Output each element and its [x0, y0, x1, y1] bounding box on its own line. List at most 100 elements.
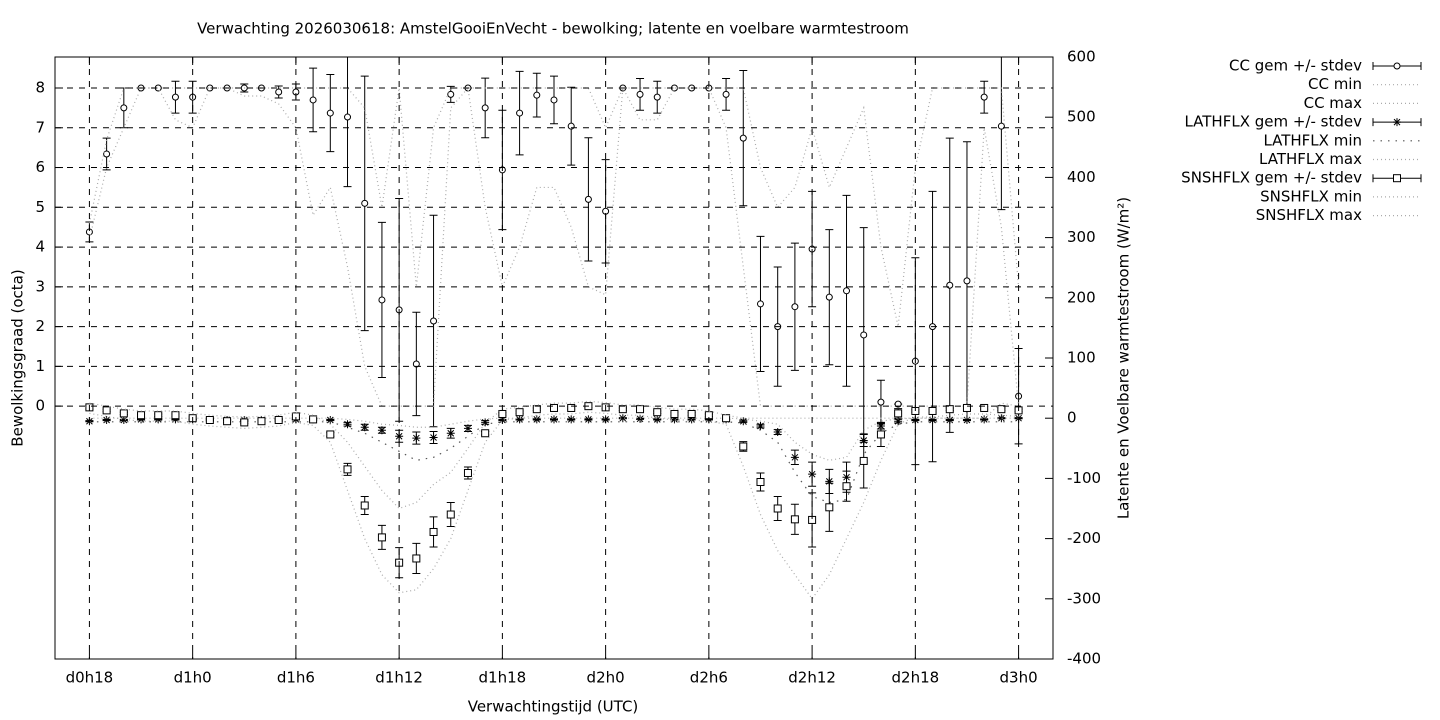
data-point — [343, 420, 352, 429]
y-tick-label: 3 — [35, 277, 45, 295]
data-point — [567, 122, 575, 130]
data-point — [533, 91, 541, 99]
y-tick-label: 1 — [35, 357, 45, 375]
data-point — [481, 104, 489, 112]
data-point — [429, 433, 438, 442]
x-tick-label: d1h18 — [479, 669, 527, 687]
data-point — [240, 418, 249, 427]
data-point — [412, 434, 421, 443]
data-point — [154, 415, 163, 424]
data-point — [102, 406, 111, 415]
range-line — [88, 87, 1020, 327]
data-point — [550, 96, 558, 104]
data-point — [928, 416, 937, 425]
x-tick-label: d2h12 — [788, 669, 836, 687]
legend-label: CC min — [1308, 75, 1362, 93]
y2-tick-label: 200 — [1067, 288, 1096, 306]
data-point — [946, 281, 954, 289]
data-point — [584, 195, 592, 203]
x-tick-label: d0h18 — [66, 669, 114, 687]
x-tick-label: d2h6 — [690, 669, 728, 687]
data-point — [636, 90, 644, 98]
legend-marker — [1393, 118, 1401, 127]
data-point — [997, 405, 1006, 414]
data-point — [377, 533, 386, 542]
y-tick-label: 6 — [35, 158, 45, 176]
data-point — [722, 414, 731, 423]
data-point — [463, 424, 472, 433]
data-point — [274, 416, 283, 425]
data-point — [877, 398, 885, 406]
data-point — [481, 429, 490, 438]
data-point — [515, 408, 524, 417]
data-point — [980, 415, 989, 424]
data-point — [825, 293, 833, 301]
data-point — [894, 409, 903, 418]
data-point — [326, 416, 335, 425]
data-point — [567, 415, 576, 424]
data-point — [326, 109, 334, 117]
data-point — [119, 409, 128, 418]
legend-label: SNSHFLX gem +/- stdev — [1181, 169, 1362, 187]
data-point — [257, 417, 266, 426]
data-point — [532, 405, 541, 414]
data-point — [773, 428, 782, 437]
range-line — [88, 85, 1020, 407]
data-point — [343, 465, 352, 474]
data-point — [446, 510, 455, 519]
data-point — [154, 411, 163, 420]
data-point — [636, 414, 645, 423]
data-point — [515, 415, 524, 424]
data-point — [928, 406, 937, 415]
legend-label: LATHFLX max — [1259, 150, 1362, 168]
data-point — [171, 415, 180, 424]
data-point — [636, 405, 645, 414]
y-tick-label: 4 — [35, 238, 45, 256]
data-point — [618, 414, 627, 423]
data-point — [102, 416, 111, 425]
y2-tick-label: 0 — [1067, 409, 1077, 427]
data-point — [205, 416, 214, 425]
data-point — [119, 416, 128, 425]
data-point — [447, 90, 455, 98]
data-point — [859, 456, 868, 465]
data-point — [756, 300, 764, 308]
data-point — [463, 468, 472, 477]
data-point — [825, 477, 834, 486]
data-point — [360, 501, 369, 510]
data-point — [773, 504, 782, 513]
data-point — [962, 403, 971, 412]
data-point — [980, 403, 989, 412]
legend-marker — [1393, 62, 1401, 70]
data-point — [377, 426, 386, 435]
x-axis-label: Verwachtingstijd (UTC) — [468, 698, 639, 716]
data-point — [945, 416, 954, 425]
data-point — [550, 403, 558, 412]
data-point — [412, 360, 420, 368]
data-point — [687, 409, 696, 418]
data-point — [791, 303, 799, 311]
y-tick-label: 8 — [35, 79, 45, 97]
data-point — [963, 277, 971, 285]
y2-tick-label: 300 — [1067, 228, 1096, 246]
data-point — [532, 415, 541, 424]
legend-label: SNSHFLX min — [1260, 187, 1362, 205]
legend-label: CC max — [1304, 94, 1363, 112]
data-point — [171, 411, 180, 420]
data-point — [825, 503, 834, 512]
data-point — [378, 296, 386, 304]
data-point — [739, 134, 747, 142]
legend-label: LATHFLX min — [1263, 131, 1362, 149]
data-point — [808, 470, 817, 479]
data-point — [584, 415, 593, 424]
data-point — [997, 122, 1005, 130]
data-point — [980, 93, 988, 101]
data-point — [395, 432, 404, 441]
data-point — [670, 409, 679, 418]
data-point — [876, 430, 885, 439]
legend-label: LATHFLX gem +/- stdev — [1184, 113, 1362, 131]
data-point — [567, 403, 576, 412]
y2-tick-label: -400 — [1067, 650, 1101, 668]
